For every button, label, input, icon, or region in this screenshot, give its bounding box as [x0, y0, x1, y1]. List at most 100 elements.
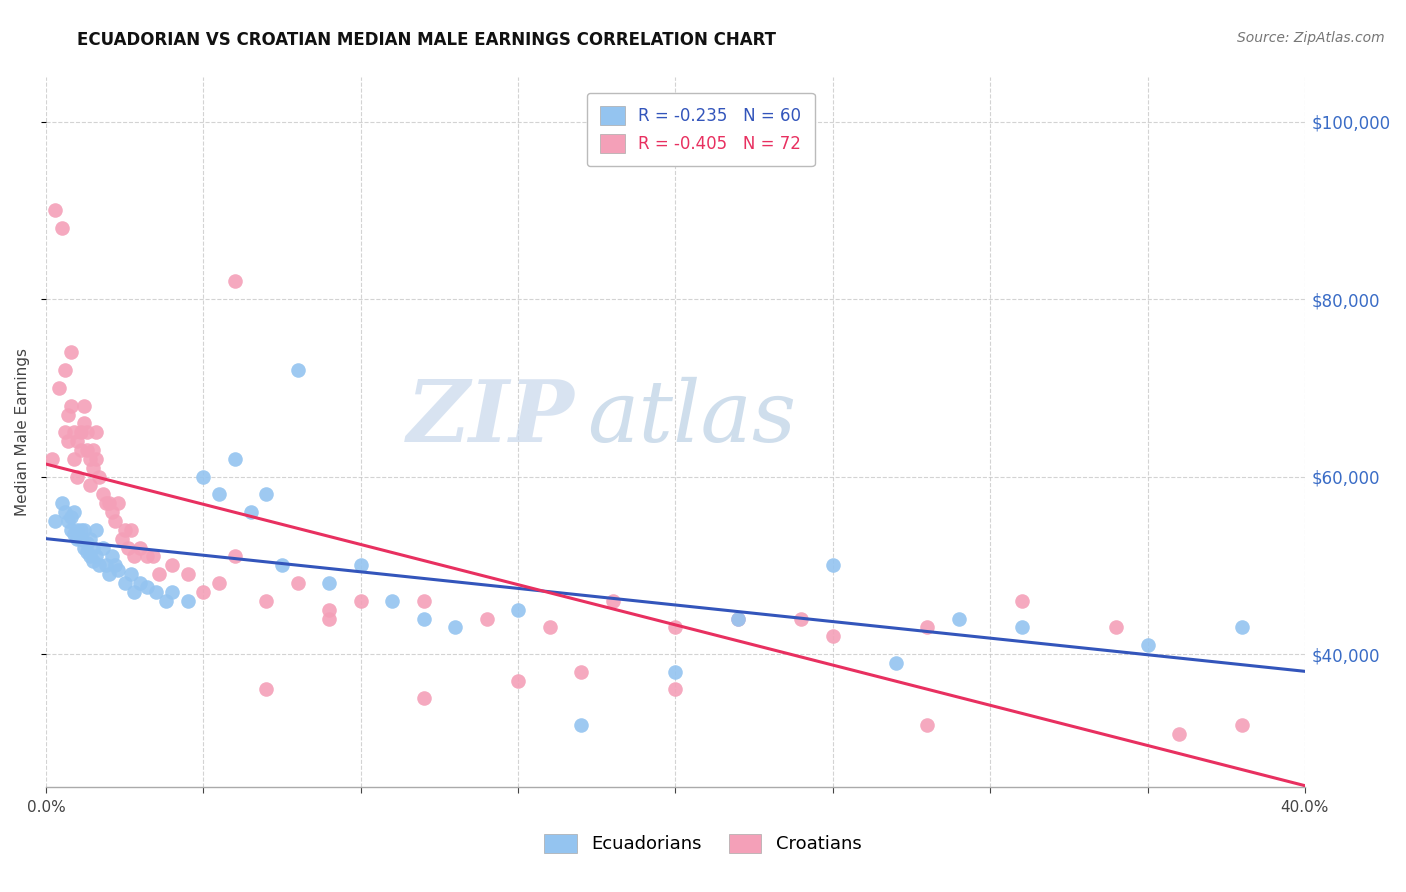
Point	[86, 549, 108, 564]
Point	[63, 527, 86, 541]
Point	[135, 581, 157, 595]
Point	[53, 505, 76, 519]
Point	[224, 549, 246, 564]
Point	[63, 505, 86, 519]
Legend: R = -0.235   N = 60, R = -0.405   N = 72: R = -0.235 N = 60, R = -0.405 N = 72	[586, 93, 814, 167]
Point	[160, 558, 183, 573]
Point	[107, 563, 129, 577]
Point	[155, 594, 177, 608]
Point	[569, 665, 592, 679]
Point	[79, 549, 101, 564]
Point	[44, 514, 66, 528]
Point	[97, 567, 120, 582]
Point	[82, 460, 104, 475]
Point	[114, 523, 136, 537]
Point	[129, 576, 152, 591]
Point	[79, 532, 101, 546]
Point	[73, 399, 96, 413]
Point	[350, 594, 373, 608]
Point	[56, 408, 79, 422]
Point	[91, 541, 114, 555]
Point	[271, 558, 294, 573]
Point	[176, 567, 198, 582]
Point	[60, 523, 83, 537]
Point	[41, 451, 63, 466]
Point	[66, 532, 89, 546]
Point	[350, 558, 373, 573]
Point	[239, 505, 262, 519]
Point	[318, 602, 340, 616]
Point	[48, 381, 70, 395]
Point	[120, 523, 142, 537]
Point	[76, 442, 98, 457]
Point	[142, 549, 165, 564]
Point	[135, 549, 157, 564]
Point	[318, 576, 340, 591]
Point	[506, 602, 529, 616]
Point	[475, 611, 498, 625]
Point	[86, 523, 108, 537]
Point	[91, 487, 114, 501]
Point	[948, 611, 970, 625]
Point	[79, 478, 101, 492]
Point	[51, 496, 73, 510]
Point	[44, 203, 66, 218]
Point	[412, 611, 434, 625]
Point	[101, 505, 124, 519]
Point	[51, 221, 73, 235]
Point	[1230, 718, 1253, 732]
Point	[412, 594, 434, 608]
Point	[110, 532, 132, 546]
Point	[82, 541, 104, 555]
Point	[56, 514, 79, 528]
Point	[193, 585, 215, 599]
Point	[224, 451, 246, 466]
Point	[94, 496, 117, 510]
Point	[664, 620, 686, 634]
Point	[821, 629, 844, 643]
Point	[444, 620, 467, 634]
Point	[73, 541, 96, 555]
Point	[160, 585, 183, 599]
Point	[193, 469, 215, 483]
Point	[76, 536, 98, 550]
Point	[538, 620, 561, 634]
Point	[602, 594, 624, 608]
Point	[122, 549, 145, 564]
Point	[915, 620, 938, 634]
Point	[82, 554, 104, 568]
Point	[101, 549, 124, 564]
Point	[254, 594, 277, 608]
Point	[1230, 620, 1253, 634]
Point	[69, 442, 91, 457]
Point	[82, 442, 104, 457]
Point	[129, 541, 152, 555]
Point	[208, 576, 231, 591]
Point	[66, 434, 89, 449]
Point	[89, 558, 111, 573]
Point	[727, 611, 749, 625]
Point	[56, 434, 79, 449]
Point	[224, 275, 246, 289]
Point	[381, 594, 404, 608]
Point	[94, 558, 117, 573]
Point	[120, 567, 142, 582]
Point	[60, 509, 83, 524]
Point	[1011, 594, 1033, 608]
Point	[53, 425, 76, 440]
Point	[569, 718, 592, 732]
Point	[254, 487, 277, 501]
Point	[73, 523, 96, 537]
Point	[208, 487, 231, 501]
Text: atlas: atlas	[588, 376, 796, 459]
Point	[254, 682, 277, 697]
Point	[148, 567, 170, 582]
Point	[412, 691, 434, 706]
Point	[104, 514, 127, 528]
Point	[66, 469, 89, 483]
Point	[53, 363, 76, 377]
Point	[145, 585, 167, 599]
Point	[117, 541, 139, 555]
Point	[287, 576, 309, 591]
Point	[89, 469, 111, 483]
